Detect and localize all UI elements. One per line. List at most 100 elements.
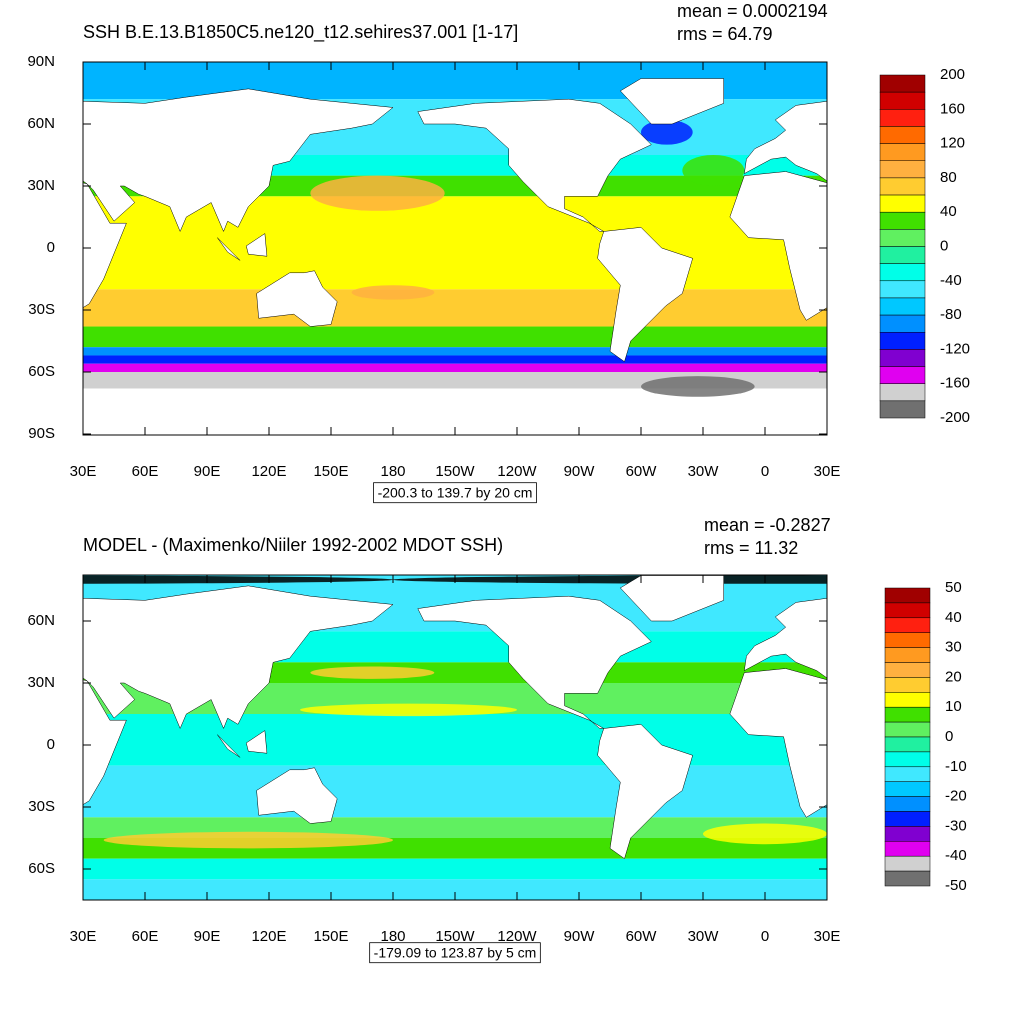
colorbar-box bbox=[880, 315, 925, 332]
colorbar-label: 200 bbox=[940, 66, 965, 83]
lon-label: 0 bbox=[761, 928, 769, 945]
colorbar-box bbox=[885, 782, 930, 797]
ssh-feature bbox=[352, 285, 435, 299]
lat-label: 30S bbox=[28, 798, 55, 815]
lon-label: 30W bbox=[688, 463, 720, 480]
colorbar-box bbox=[880, 349, 925, 366]
colorbar-label: -40 bbox=[945, 847, 967, 864]
ocean-band bbox=[83, 364, 827, 372]
land bbox=[961, 735, 984, 758]
colorbar-label: -40 bbox=[940, 272, 962, 289]
lon-label: 90E bbox=[194, 463, 221, 480]
lon-label: 90W bbox=[564, 463, 596, 480]
colorbar-label: 20 bbox=[945, 668, 962, 685]
colorbar-box bbox=[885, 841, 930, 856]
lat-label: 30N bbox=[27, 674, 55, 691]
ocean-band bbox=[83, 714, 827, 766]
colorbar-box bbox=[885, 588, 930, 603]
colorbar-label: 160 bbox=[940, 100, 965, 117]
colorbar-box bbox=[880, 264, 925, 281]
lon-label: 180 bbox=[380, 463, 405, 480]
land bbox=[1001, 768, 1024, 824]
colorbar-label: 10 bbox=[945, 698, 962, 715]
lat-label: 90S bbox=[28, 425, 55, 442]
colorbar-box bbox=[880, 384, 925, 401]
ocean-band bbox=[83, 879, 827, 931]
ssh-feature bbox=[104, 832, 393, 849]
lat-label: 60S bbox=[28, 363, 55, 380]
colorbar-box bbox=[880, 212, 925, 229]
map bbox=[0, 559, 1024, 931]
colorbar-box bbox=[880, 178, 925, 195]
colorbar-box bbox=[885, 812, 930, 827]
colorbar-label: -10 bbox=[945, 758, 967, 775]
colorbar-box bbox=[880, 229, 925, 246]
colorbar-box bbox=[885, 871, 930, 886]
map bbox=[0, 62, 1024, 434]
colorbar-box bbox=[885, 692, 930, 707]
colorbar-box bbox=[880, 75, 925, 92]
ssh-feature bbox=[703, 824, 827, 845]
lon-label: 30E bbox=[814, 463, 841, 480]
lon-label: 150E bbox=[313, 463, 348, 480]
ocean-band bbox=[83, 355, 827, 363]
colorbar-box bbox=[880, 92, 925, 109]
lon-label: 150E bbox=[313, 928, 348, 945]
colorbar-box bbox=[880, 281, 925, 298]
colorbar-box bbox=[880, 109, 925, 126]
lon-label: 60W bbox=[626, 928, 658, 945]
lon-label: 120W bbox=[497, 463, 537, 480]
colorbar-box bbox=[885, 767, 930, 782]
colorbar-label: 30 bbox=[945, 639, 962, 656]
colorbar-box bbox=[880, 298, 925, 315]
lat-label: 0 bbox=[47, 736, 55, 753]
range-note: -179.09 to 123.87 by 5 cm bbox=[374, 945, 537, 961]
lon-label: 30E bbox=[70, 928, 97, 945]
ocean-band bbox=[83, 766, 827, 818]
land bbox=[1001, 271, 1024, 327]
colorbar-label: -50 bbox=[945, 877, 967, 894]
colorbar-box bbox=[885, 663, 930, 678]
lon-label: 90W bbox=[564, 928, 596, 945]
colorbar-box bbox=[880, 195, 925, 212]
ocean-band bbox=[83, 347, 827, 355]
stat-label: rms = 64.79 bbox=[677, 24, 773, 44]
colorbar-label: 50 bbox=[945, 579, 962, 596]
range-note: -200.3 to 139.7 by 20 cm bbox=[378, 485, 533, 501]
lat-label: 60N bbox=[27, 115, 55, 132]
colorbar-box bbox=[885, 856, 930, 871]
lon-label: 60W bbox=[626, 463, 658, 480]
lon-label: 120E bbox=[251, 463, 286, 480]
map-title: MODEL - (Maximenko/Niiler 1992-2002 MDOT… bbox=[83, 535, 503, 555]
lon-label: 90E bbox=[194, 928, 221, 945]
ssh-feature bbox=[300, 704, 517, 716]
lat-label: 60S bbox=[28, 860, 55, 877]
colorbar-label: 120 bbox=[940, 135, 965, 152]
colorbar-box bbox=[885, 603, 930, 618]
colorbar-box bbox=[885, 707, 930, 722]
colorbar-box bbox=[880, 126, 925, 143]
colorbar-box bbox=[885, 633, 930, 648]
colorbar-box bbox=[885, 677, 930, 692]
lon-label: 120E bbox=[251, 928, 286, 945]
colorbar-label: -200 bbox=[940, 409, 970, 426]
ssh-feature bbox=[848, 832, 1024, 849]
colorbar-label: -20 bbox=[945, 788, 967, 805]
colorbar-box bbox=[880, 161, 925, 178]
land bbox=[990, 731, 1011, 754]
lon-label: 60E bbox=[132, 463, 159, 480]
lat-label: 30N bbox=[27, 177, 55, 194]
map-title: SSH B.E.13.B1850C5.ne120_t12.sehires37.0… bbox=[83, 22, 518, 43]
ssh-feature bbox=[310, 666, 434, 678]
lat-label: 60N bbox=[27, 612, 55, 629]
colorbar-box bbox=[885, 797, 930, 812]
ssh-feature bbox=[0, 376, 11, 397]
ocean-band bbox=[83, 859, 827, 880]
lon-label: 150W bbox=[435, 463, 475, 480]
colorbar-label: -30 bbox=[945, 817, 967, 834]
ocean-band bbox=[83, 327, 827, 348]
colorbar-box bbox=[885, 826, 930, 841]
stat-label: mean = -0.2827 bbox=[704, 515, 831, 535]
colorbar-box bbox=[885, 618, 930, 633]
